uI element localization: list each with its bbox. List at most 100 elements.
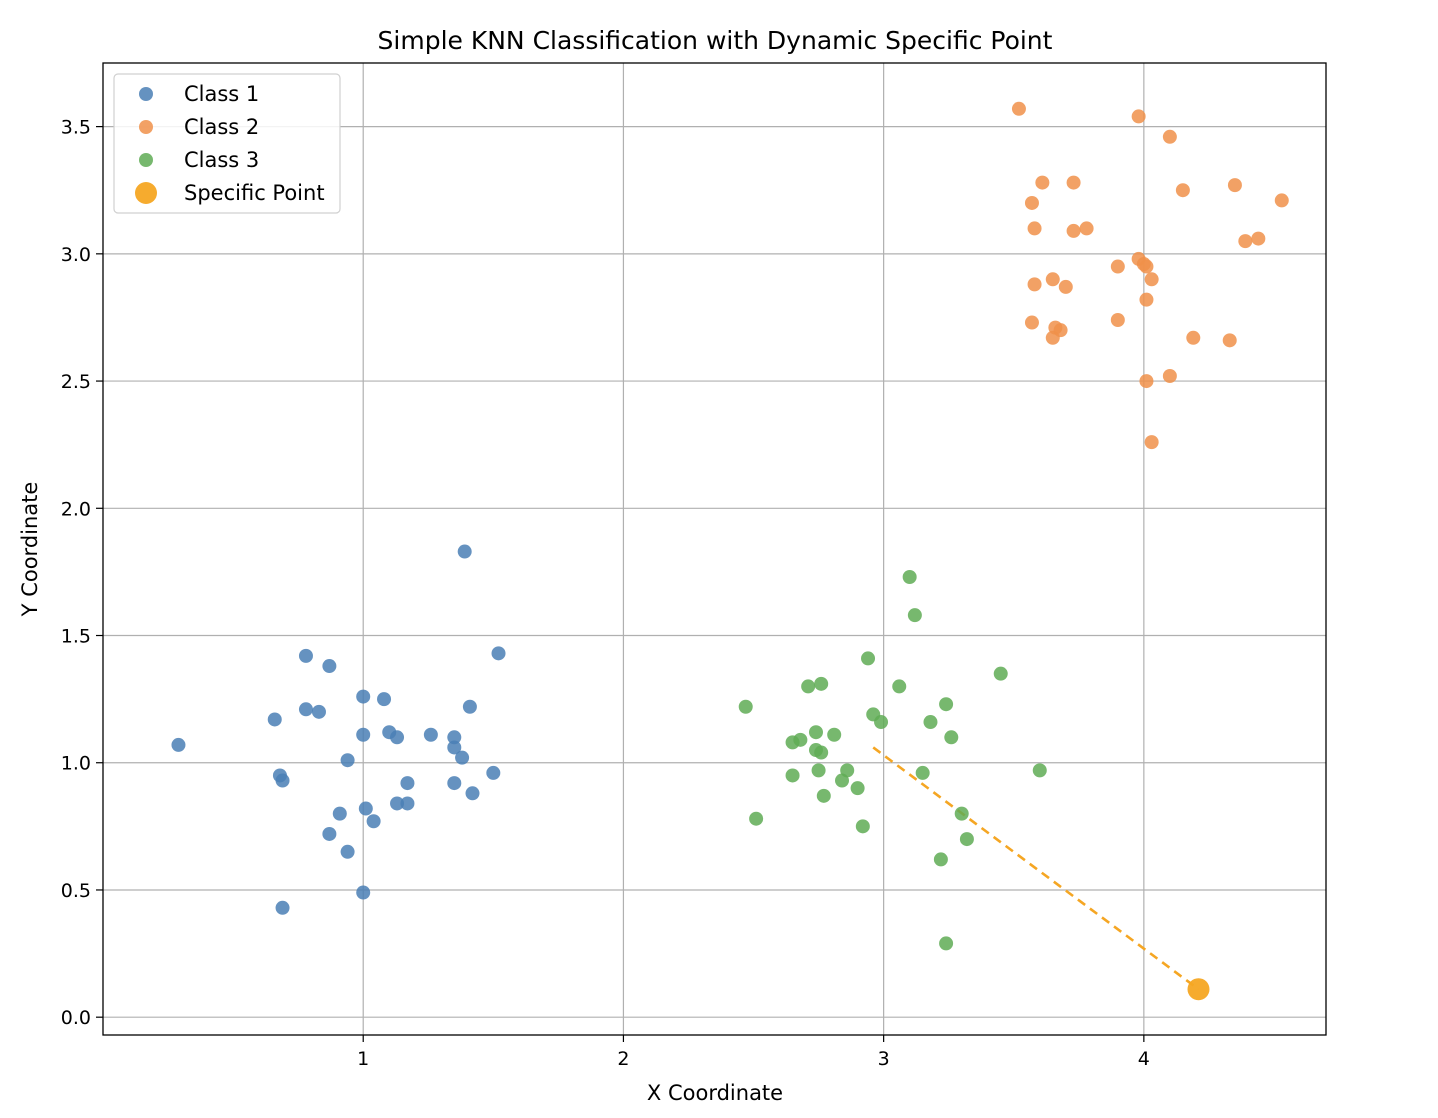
- class-1-point: [465, 786, 480, 801]
- class-3-point: [840, 763, 855, 778]
- class-1-point: [275, 900, 290, 915]
- class-3-point: [939, 936, 954, 951]
- class-3-point: [959, 832, 974, 847]
- y-tick-label: 2.0: [61, 498, 91, 520]
- class-1-point: [340, 844, 355, 859]
- x-tick-label: 2: [617, 1048, 629, 1070]
- class-3-point: [902, 569, 917, 584]
- class-1-point: [356, 689, 371, 704]
- class-1-point: [358, 801, 373, 816]
- x-tick-label: 4: [1138, 1048, 1150, 1070]
- class-1-point: [311, 704, 326, 719]
- class-3-point: [954, 806, 969, 821]
- class-2-point: [1066, 223, 1081, 238]
- nearest-neighbor-lines: [872, 746, 1200, 991]
- class-2-point: [1227, 178, 1242, 193]
- class-1-point: [340, 753, 355, 768]
- legend-marker-specific-point: [135, 182, 157, 204]
- class-2-point: [1053, 323, 1068, 338]
- plot-area-frame: [102, 62, 1327, 1036]
- class-1-point: [390, 796, 405, 811]
- class-2-point: [1011, 101, 1026, 116]
- class-2-point: [1274, 193, 1289, 208]
- class-3-point: [855, 819, 870, 834]
- class-1-point: [400, 776, 415, 791]
- class-1-point: [491, 646, 506, 661]
- class-3-point: [785, 768, 800, 783]
- class-2-point: [1186, 330, 1201, 345]
- class-3-point: [814, 676, 829, 691]
- class-2-point: [1058, 279, 1073, 294]
- class-2-point: [1162, 368, 1177, 383]
- class-2-point: [1139, 374, 1154, 389]
- class-2-point: [1035, 175, 1050, 190]
- class-2-point: [1110, 312, 1125, 327]
- class-2-point: [1110, 259, 1125, 274]
- legend-label-class-1: Class 1: [184, 82, 259, 106]
- class-3-point: [827, 727, 842, 742]
- legend-label-class-3: Class 3: [184, 148, 259, 172]
- class-1-point: [447, 776, 462, 791]
- class-3-point: [808, 725, 823, 740]
- class-2-point: [1027, 221, 1042, 236]
- legend-marker-class-3: [139, 153, 153, 167]
- y-tick-label: 3.5: [61, 117, 91, 139]
- class-1-point: [486, 765, 501, 780]
- legend-label-class-2: Class 2: [184, 115, 259, 139]
- class-2-point: [1066, 175, 1081, 190]
- legend-box: [113, 73, 341, 214]
- class-1-point: [447, 730, 462, 745]
- class-3-point: [915, 765, 930, 780]
- class-3-point: [814, 745, 829, 760]
- axis-ticks: 1 2 3 4 0.0 0.5 1.0 1.5 2.0 2.5 3.0 3.5: [61, 117, 1150, 1070]
- class-1-point: [377, 692, 392, 707]
- legend: Class 1 Class 2 Class 3 Specific Point: [113, 73, 341, 214]
- class-2-point: [1144, 272, 1159, 287]
- class-2-point: [1139, 259, 1154, 274]
- class-2-point: [1027, 277, 1042, 292]
- class-1-point: [322, 659, 337, 674]
- class-1-point: [455, 750, 470, 765]
- class-3-point: [816, 788, 831, 803]
- class-3-point: [907, 608, 922, 623]
- class-2-point: [1175, 183, 1190, 198]
- class-1-point: [400, 796, 415, 811]
- class-3-point: [738, 699, 753, 714]
- class-2-point: [1222, 333, 1237, 348]
- class-2-point: [1024, 195, 1039, 210]
- class-1-point: [423, 727, 438, 742]
- y-tick-label: 1.5: [61, 626, 91, 648]
- class-3-point: [892, 679, 907, 694]
- class-1-point: [462, 699, 477, 714]
- class-2-point: [1024, 315, 1039, 330]
- class-1-point: [457, 544, 472, 559]
- class-1-point: [332, 806, 347, 821]
- x-axis-label: X Coordinate: [647, 1081, 783, 1105]
- legend-label-specific-point: Specific Point: [184, 181, 325, 205]
- y-tick-label: 3.0: [61, 244, 91, 266]
- y-tick-label: 0.0: [61, 1007, 91, 1029]
- class-3-point: [874, 715, 889, 730]
- y-axis-label: Y Coordinate: [18, 482, 42, 618]
- class-2-point: [1251, 231, 1266, 246]
- class-1-point: [298, 702, 313, 717]
- legend-marker-class-2: [139, 120, 153, 134]
- class-2-point: [1139, 292, 1154, 307]
- neighbor-distance-line: [872, 746, 1200, 991]
- class-3-point: [793, 732, 808, 747]
- specific-point-point: [1187, 978, 1210, 1001]
- y-tick-label: 2.5: [61, 371, 91, 393]
- class-3-point: [861, 651, 876, 666]
- class-3-point: [923, 715, 938, 730]
- x-tick-label: 3: [878, 1048, 890, 1070]
- class-2-point: [1079, 221, 1094, 236]
- class-3-point: [811, 763, 826, 778]
- class-3-point: [933, 852, 948, 867]
- chart-title: Simple KNN Classification with Dynamic S…: [378, 26, 1053, 55]
- y-tick-label: 0.5: [61, 880, 91, 902]
- class-3-point: [993, 666, 1008, 681]
- class-2-point: [1131, 109, 1146, 124]
- data-points: [171, 101, 1289, 1001]
- class-1-point: [298, 648, 313, 663]
